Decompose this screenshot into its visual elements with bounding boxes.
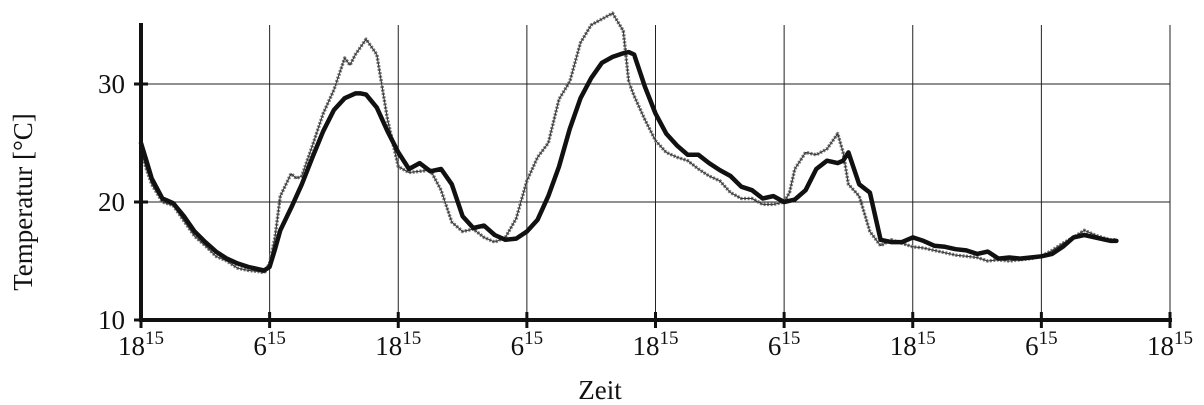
series-line-thick bbox=[138, 49, 1119, 273]
y-tick-label: 10 bbox=[98, 305, 125, 335]
x-tick-label: 1815 bbox=[118, 328, 164, 361]
x-tick-label: 615 bbox=[768, 328, 801, 361]
tick-labels: 10 20 30 1815 615 1815 615 1815 615 1815 615 1815 bbox=[98, 69, 1193, 361]
axes bbox=[134, 23, 1172, 328]
x-tick-label: 615 bbox=[1025, 328, 1058, 361]
y-tick-label: 20 bbox=[98, 187, 125, 217]
y-tick-label: 30 bbox=[98, 69, 125, 99]
x-axis-title: Zeit bbox=[578, 375, 622, 405]
x-tick-label: 615 bbox=[253, 328, 286, 361]
grid bbox=[141, 25, 1171, 320]
x-tick-label: 1815 bbox=[1147, 328, 1193, 361]
x-tick-label: 615 bbox=[511, 328, 544, 361]
x-tick-label: 1815 bbox=[890, 328, 936, 361]
series-line-gray-core bbox=[140, 12, 1117, 274]
x-tick-label: 1815 bbox=[375, 328, 421, 361]
y-axis-title: Temperatur [°C] bbox=[8, 113, 38, 291]
x-tick-label: 1815 bbox=[633, 328, 679, 361]
series-lines bbox=[138, 11, 1119, 275]
